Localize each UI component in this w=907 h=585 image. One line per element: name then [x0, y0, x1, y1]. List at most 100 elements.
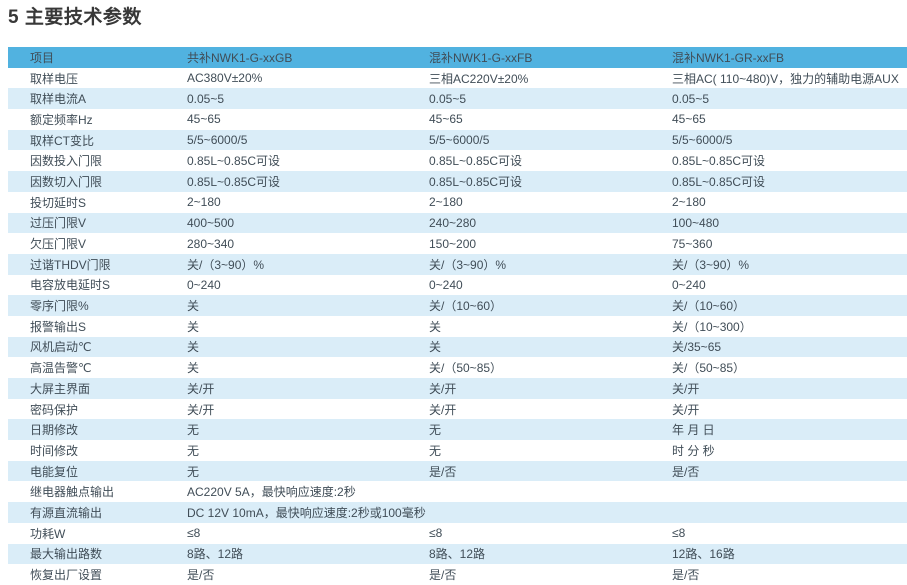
table-row: 过压门限V 400~500 240~280 100~480: [8, 212, 907, 234]
row-value: 无: [429, 423, 442, 438]
row-label: 欠压门限V: [30, 237, 87, 252]
column-header: 混补NWK1-G-xxFB: [429, 50, 533, 65]
row-value: 0.85L~0.85C可设: [429, 154, 523, 169]
row-label: 电能复位: [30, 464, 79, 479]
row-value: 12路、16路: [672, 547, 735, 562]
row-value: 0.05~5: [429, 91, 467, 106]
row-value: 0~240: [672, 277, 706, 292]
row-value: 关/（50~85）: [429, 361, 503, 376]
row-value: 280~340: [187, 236, 235, 251]
table-row: 大屏主界面 关/开 关/开 关/开: [8, 378, 907, 399]
row-value: 关: [187, 361, 200, 376]
table-row: 最大输出路数 8路、12路 8路、12路 12路、16路: [8, 543, 907, 565]
row-value: 45~65: [187, 112, 221, 127]
row-value: 无: [187, 464, 200, 479]
table-row: 因数投入门限 0.85L~0.85C可设 0.85L~0.85C可设 0.85L~0.…: [8, 150, 907, 172]
row-value: 关/（50~85）: [672, 361, 746, 376]
row-value: 是/否: [672, 464, 700, 479]
row-value: 三相AC220V±20%: [429, 71, 529, 86]
table-row: 额定频率Hz 45~65 45~65 45~65: [8, 109, 907, 130]
table-row: 报警输出S 关 关 关/（10~300）: [8, 315, 907, 337]
row-label: 额定频率Hz: [30, 112, 93, 127]
row-value: AC220V 5A，最快响应速度:2秒: [187, 485, 356, 500]
row-value: 是/否: [429, 464, 457, 479]
row-value: DC 12V 10mA，最快响应速度:2秒或100毫秒: [187, 505, 426, 520]
row-label: 日期修改: [30, 423, 79, 438]
row-label: 过压门限V: [30, 216, 87, 231]
row-value: 关/（10~60）: [672, 299, 746, 314]
row-value: 400~500: [187, 215, 235, 230]
row-value: 无: [429, 443, 442, 458]
parameters-table: 项目 共补NWK1-G-xxGB 混补NWK1-G-xxFB 混补NWK1-GR-xx…: [8, 47, 907, 585]
row-value: 关/（3~90）%: [429, 257, 507, 272]
table-row: 功耗W ≤8 ≤8 ≤8: [8, 522, 907, 544]
row-value: AC380V±20%: [187, 71, 263, 86]
row-value: 关/（10~60）: [429, 299, 503, 314]
row-value: 关: [187, 299, 200, 314]
row-value: 关: [187, 319, 200, 334]
table-row: 恢复出厂设置 是/否 是/否 是/否: [8, 564, 907, 585]
row-value: 45~65: [672, 112, 706, 127]
row-value: 2~180: [429, 195, 463, 210]
table-row: 因数切入门限 0.85L~0.85C可设 0.85L~0.85C可设 0.85L~0.…: [8, 171, 907, 192]
row-value: 关/（3~90）%: [187, 257, 265, 272]
row-value: 关/开: [429, 402, 457, 417]
row-label: 投切延时S: [30, 195, 87, 210]
row-value: 8路、12路: [429, 547, 486, 562]
row-value: 关/开: [187, 381, 215, 396]
row-label: 高温告警℃: [30, 361, 92, 376]
row-value: 关: [187, 340, 200, 355]
row-value: 45~65: [429, 112, 463, 127]
row-value: 关/（10~300）: [672, 319, 752, 334]
table-row: 零序门限% 关 关/（10~60） 关/（10~60）: [8, 295, 907, 316]
row-value: 是/否: [429, 568, 457, 583]
row-value: 0.05~5: [187, 91, 225, 106]
table-row: 继电器触点输出 AC220V 5A，最快响应速度:2秒: [8, 481, 907, 503]
row-value: 100~480: [672, 215, 720, 230]
row-value: 8路、12路: [187, 547, 244, 562]
row-value: 0.85L~0.85C可设: [429, 174, 523, 189]
table-row: 投切延时S 2~180 2~180 2~180: [8, 191, 907, 213]
table-row: 取样电压 AC380V±20% 三相AC220V±20% 三相AC( 110~480)…: [8, 67, 907, 89]
row-value: ≤8: [672, 526, 686, 541]
table-row: 有源直流输出 DC 12V 10mA，最快响应速度:2秒或100毫秒: [8, 502, 907, 523]
row-value: 是/否: [187, 568, 215, 583]
row-value: 0.85L~0.85C可设: [187, 174, 281, 189]
column-header: 混补NWK1-GR-xxFB: [672, 50, 784, 65]
row-value: 2~180: [187, 195, 221, 210]
row-value: 240~280: [429, 215, 477, 230]
table-row: 取样CT变比 5/5~6000/5 5/5~6000/5 5/5~6000/5: [8, 129, 907, 151]
row-value: ≤8: [429, 526, 443, 541]
row-label: 零序门限%: [30, 299, 89, 314]
row-value: 0~240: [429, 277, 463, 292]
row-value: 无: [187, 443, 200, 458]
row-label: 有源直流输出: [30, 505, 103, 520]
table-row: 时间修改 无 无 时 分 秒: [8, 440, 907, 461]
row-value: 时 分 秒: [672, 443, 715, 458]
row-value: 0.85L~0.85C可设: [187, 154, 281, 169]
table-row: 高温告警℃ 关 关/（50~85） 关/（50~85）: [8, 357, 907, 378]
row-value: 0~240: [187, 277, 221, 292]
row-value: 关/开: [429, 381, 457, 396]
table-row: 欠压门限V 280~340 150~200 75~360: [8, 233, 907, 254]
row-value: 三相AC( 110~480)V，独力的辅助电源AUX: [672, 71, 899, 86]
row-label: 报警输出S: [30, 319, 87, 334]
row-label: 取样电流A: [30, 92, 87, 107]
column-header: 项目: [30, 50, 55, 65]
row-label: 继电器触点输出: [30, 485, 115, 500]
row-label: 因数投入门限: [30, 154, 103, 169]
row-value: 2~180: [672, 195, 706, 210]
row-label: 因数切入门限: [30, 174, 103, 189]
row-value: 关/35~65: [672, 340, 722, 355]
row-value: 关/开: [672, 402, 700, 417]
row-label: 时间修改: [30, 443, 79, 458]
row-label: 功耗W: [30, 526, 66, 541]
table-row: 取样电流A 0.05~5 0.05~5 0.05~5: [8, 88, 907, 110]
row-value: 75~360: [672, 236, 713, 251]
row-value: 关: [429, 340, 442, 355]
row-value: 5/5~6000/5: [187, 133, 248, 148]
row-label: 最大输出路数: [30, 547, 103, 562]
table-row: 密码保护 关/开 关/开 关/开: [8, 398, 907, 420]
row-value: ≤8: [187, 526, 201, 541]
